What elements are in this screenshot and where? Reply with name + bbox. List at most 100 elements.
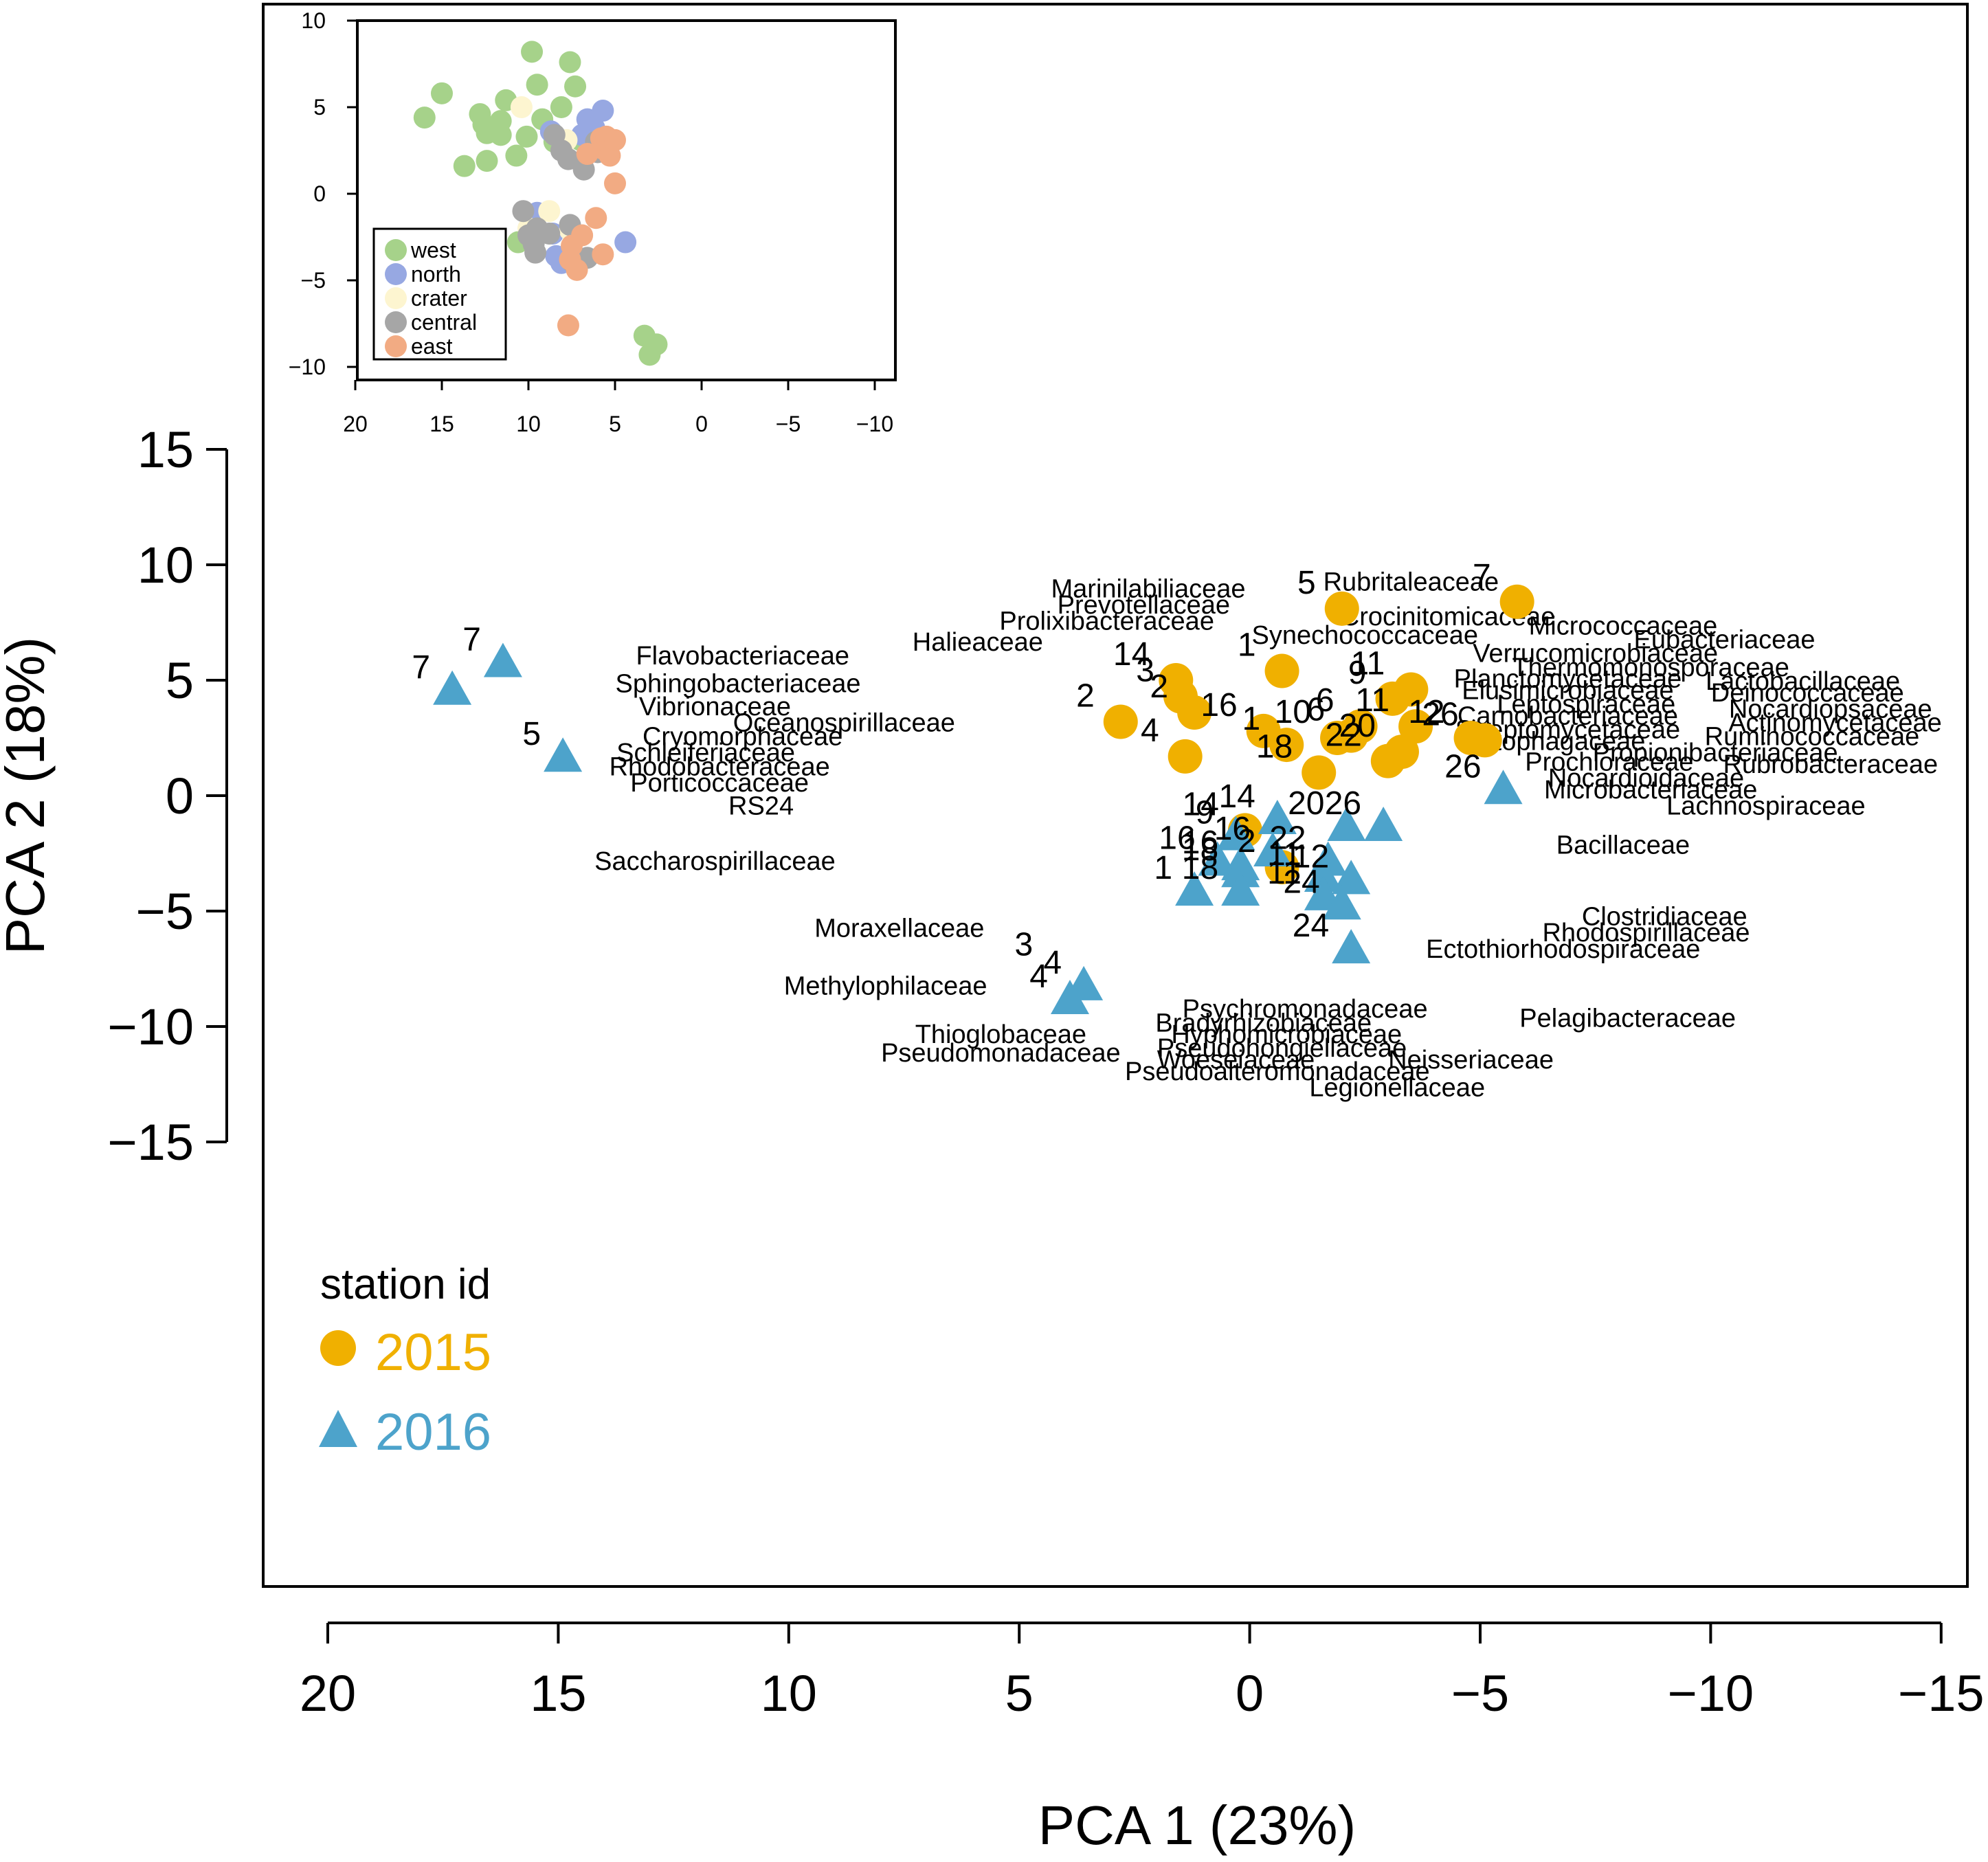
point-label: 5 xyxy=(1297,565,1316,601)
point-label: 24 xyxy=(1293,908,1329,944)
point-label: 1 xyxy=(1242,701,1261,737)
inset-y-tick-label: −10 xyxy=(289,355,326,379)
point-label: 6 xyxy=(1306,692,1325,728)
legend: station id 2015 2016 xyxy=(319,1261,491,1461)
family-label: Methylophilaceae xyxy=(784,972,987,1001)
y-axis: 15 10 5 0 −5 −10 −15 xyxy=(107,421,228,1171)
family-label: Eubacteriaceae xyxy=(1633,626,1815,655)
inset-point-central xyxy=(524,241,547,264)
point-2015 xyxy=(1264,653,1299,688)
family-label: Prochloraceae xyxy=(1525,748,1693,777)
point-2015 xyxy=(1168,739,1203,774)
family-label: Cryomorphaceae xyxy=(643,723,842,752)
inset-point-west xyxy=(645,333,668,356)
point-label: 26 xyxy=(1444,748,1481,785)
family-label: RS24 xyxy=(728,792,794,820)
point-2016 xyxy=(1304,857,1343,892)
y-tick-label: −10 xyxy=(107,998,194,1055)
point-label: 14 xyxy=(1218,778,1255,815)
point-label: 11 xyxy=(1267,836,1302,873)
point-2015 xyxy=(1398,709,1433,744)
point-2016 xyxy=(1332,929,1371,964)
y-tick-label: 5 xyxy=(166,652,194,709)
inset-point-east xyxy=(592,243,614,266)
y-tick-label: −15 xyxy=(107,1114,194,1171)
point-label: 11 xyxy=(1355,682,1389,719)
inset-legend-label: central xyxy=(411,310,477,335)
inset-point-east xyxy=(571,224,594,247)
inset-legend-marker xyxy=(385,239,407,261)
x-tick-label: 10 xyxy=(761,1665,817,1722)
point-label: 7 xyxy=(1473,558,1491,594)
legend-label-2015: 2015 xyxy=(375,1323,491,1382)
family-label: Pelagibacteraceae xyxy=(1519,1005,1736,1033)
family-label: Rubritaleaceae xyxy=(1324,568,1499,597)
x-tick-label: −10 xyxy=(1668,1665,1754,1722)
inset-point-north xyxy=(592,100,614,122)
family-labels: Rubritaleaceae MarinilabiliaceaePrevotell… xyxy=(594,568,1942,1103)
family-label: Rhodospirillaceae xyxy=(1542,919,1750,947)
inset-point-central xyxy=(538,222,561,245)
inset-point-west xyxy=(453,155,476,177)
inset-point-central xyxy=(512,200,535,223)
family-label: Leptospiraceae xyxy=(1497,691,1675,719)
x-tick-label: 15 xyxy=(530,1665,586,1722)
family-label: Microbacteriaceae xyxy=(1544,776,1757,805)
point-2015 xyxy=(1269,728,1304,763)
family-label: Sphingobacteriaceae xyxy=(615,669,860,698)
point-label: 14 xyxy=(1183,786,1219,822)
point-label: 1 xyxy=(1238,627,1256,664)
point-2016 xyxy=(1216,816,1255,851)
inset-x-tick-label: 5 xyxy=(609,412,621,436)
family-label: Synechococcaceae xyxy=(1252,621,1479,650)
inset-y-tick-label: −5 xyxy=(301,268,326,293)
inset-point-north xyxy=(614,231,637,254)
inset-y-tick-label: 0 xyxy=(313,181,326,206)
point-label: 4 xyxy=(1141,713,1159,749)
family-label: Planctomycetaceae xyxy=(1454,665,1682,694)
point-2016 xyxy=(1327,807,1366,842)
family-label: Vibrionaceae xyxy=(639,693,791,721)
family-label: Psychromonadaceae xyxy=(1183,995,1428,1024)
point-2016 xyxy=(1050,980,1089,1015)
point-label: 7 xyxy=(412,649,430,686)
point-label: 16 xyxy=(1200,687,1237,724)
family-label: Legionellaceae xyxy=(1309,1073,1485,1102)
family-label: Ruminococcaceae xyxy=(1705,723,1920,752)
point-label: 16 xyxy=(1182,825,1218,861)
family-label: Thermomonosporaceae xyxy=(1512,653,1789,682)
inset-x-tick-label: 0 xyxy=(695,412,708,436)
legend-marker-2016 xyxy=(319,1410,357,1447)
point-label: 26 xyxy=(1422,696,1458,732)
inset-y-axis: 10 5 0 −5 −10 xyxy=(289,8,357,379)
point-2015 xyxy=(1177,695,1212,730)
point-label: 18 xyxy=(1182,850,1218,886)
point-label: 11 xyxy=(1267,855,1302,891)
family-label: Carnobacteriaceae xyxy=(1458,702,1678,730)
family-label: 3 xyxy=(1015,926,1034,963)
inset-point-west xyxy=(550,96,572,118)
inset-x-axis: 20 15 10 5 0 −5 −10 xyxy=(343,380,893,436)
family-label: Flavobacteriaceae xyxy=(636,642,849,671)
point-label: 2 xyxy=(1150,669,1168,705)
point-label: 2 xyxy=(1076,677,1095,714)
x-tick-label: 0 xyxy=(1236,1665,1264,1722)
point-label: 20 xyxy=(1288,785,1324,822)
x-tick-label: −5 xyxy=(1451,1665,1509,1722)
family-label: Micrococcaceae xyxy=(1529,612,1718,640)
family-label: Hyphomicrobiaceae xyxy=(1171,1020,1402,1049)
point-label: 7 xyxy=(462,621,481,658)
inset-point-west xyxy=(526,74,548,96)
family-label: Propionibacteriaceae xyxy=(1593,739,1838,767)
point-2015 xyxy=(1103,704,1138,739)
family-label: Marinilabiliaceae xyxy=(1051,575,1246,604)
point-2016 xyxy=(1221,853,1260,888)
point-2016 xyxy=(1221,871,1260,906)
inset-point-east xyxy=(557,314,579,337)
legend-label-2016: 2016 xyxy=(375,1403,491,1461)
point-2016 xyxy=(1175,871,1214,906)
family-label: Neisseriaceae xyxy=(1388,1046,1554,1075)
point-label: 6 xyxy=(1316,682,1334,719)
family-label: Verrucomicrobiaceae xyxy=(1473,640,1718,669)
